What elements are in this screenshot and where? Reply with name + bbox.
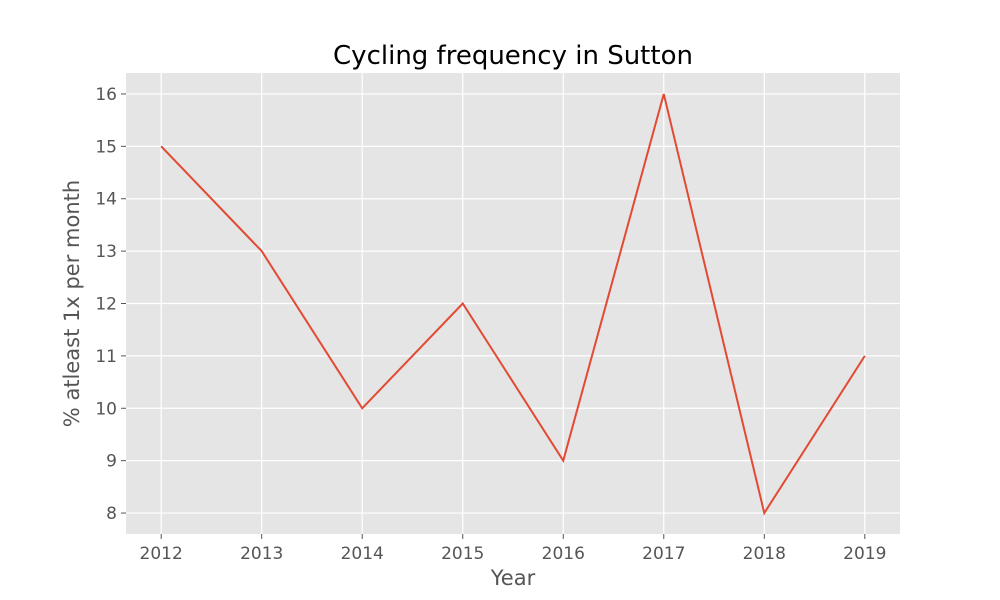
y-axis-label: % atleast 1x per month [60, 180, 84, 427]
x-tick-label: 2017 [642, 544, 685, 564]
grid [126, 73, 900, 534]
y-tick-label: 11 [95, 347, 117, 367]
x-tick-label: 2019 [843, 544, 886, 564]
x-axis-label: Year [490, 566, 536, 590]
y-tick-label: 10 [95, 399, 117, 419]
x-tick-label: 2012 [140, 544, 183, 564]
y-tick-label: 8 [106, 504, 117, 524]
axis-ticks: 2012 2013 2014 2015 2016 2017 2018 2019 8 9 10 11 12… [95, 85, 886, 564]
x-tick-label: 2015 [441, 544, 484, 564]
series-line [160, 93, 866, 516]
y-tick-label: 12 [95, 295, 117, 315]
y-tick-label: 14 [95, 190, 117, 210]
x-tick-label: 2018 [743, 544, 786, 564]
y-tick-label: 9 [106, 452, 117, 472]
x-tick-label: 2016 [542, 544, 585, 564]
x-tick-label: 2013 [240, 544, 283, 564]
y-tick-label: 13 [95, 242, 117, 262]
y-tick-label: 15 [95, 137, 117, 157]
series-lines [160, 93, 866, 516]
y-tick-label: 16 [95, 85, 117, 105]
chart-title: Cycling frequency in Sutton [333, 41, 693, 71]
x-tick-label: 2014 [341, 544, 384, 564]
